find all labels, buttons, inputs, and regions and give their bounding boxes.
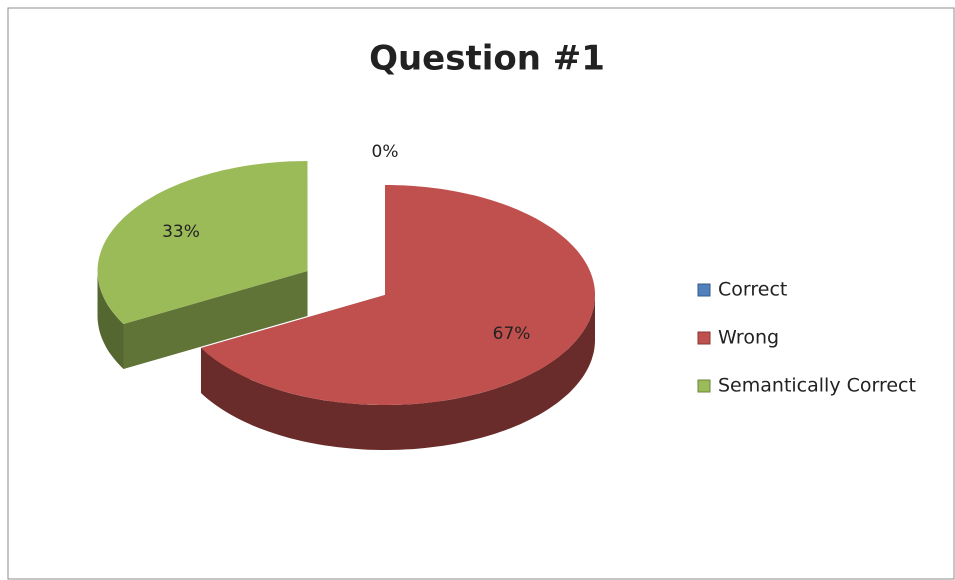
slice-side	[201, 295, 595, 450]
legend-swatch	[697, 283, 711, 297]
data-label: 67%	[493, 324, 531, 344]
pie-slice	[200, 185, 595, 450]
pie-slice	[97, 161, 308, 369]
legend-label: Correct	[718, 279, 787, 301]
slice-cut-face	[123, 271, 308, 369]
data-label: 33%	[162, 222, 200, 242]
slice-top	[97, 161, 308, 324]
slice-side	[97, 271, 124, 369]
legend-label: Semantically Correct	[718, 375, 916, 397]
legend-label: Wrong	[718, 327, 779, 349]
chart-title: Question #1	[369, 39, 605, 79]
data-label: 0%	[372, 142, 399, 162]
slice-top	[201, 185, 595, 405]
legend-swatch	[697, 379, 711, 393]
legend-swatch	[697, 331, 711, 345]
